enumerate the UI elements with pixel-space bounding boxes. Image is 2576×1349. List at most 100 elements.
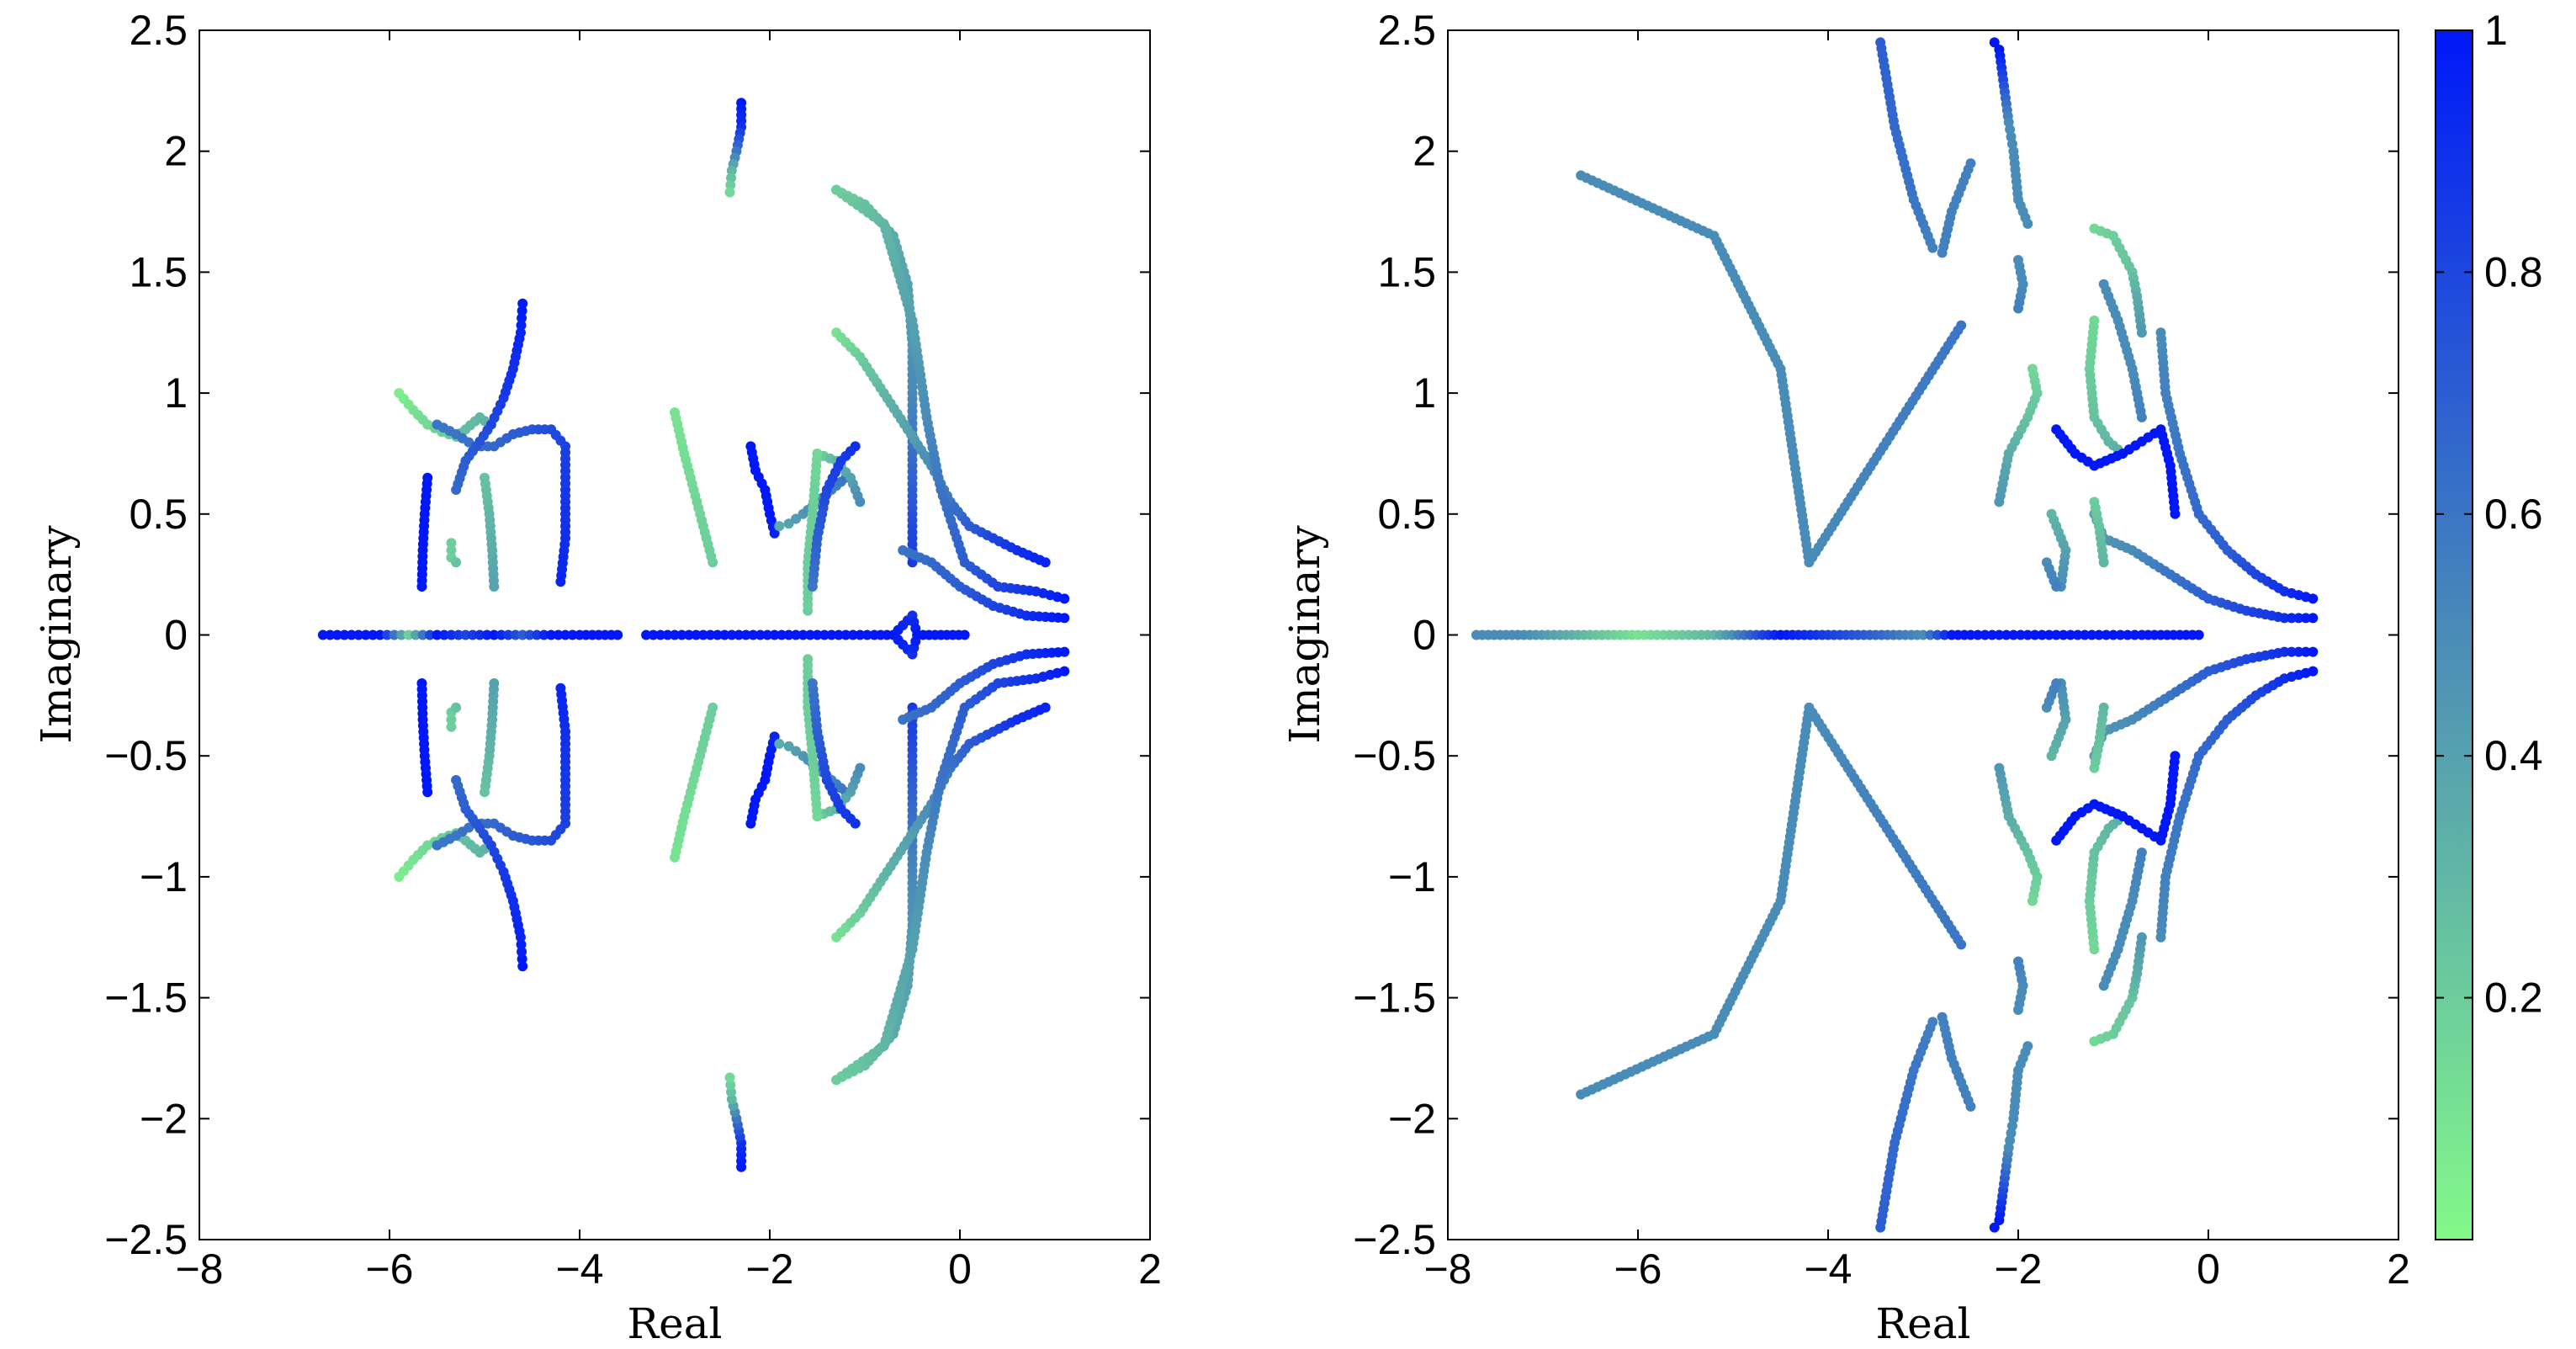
data-point bbox=[553, 629, 564, 640]
data-point bbox=[2170, 508, 2181, 519]
data-point bbox=[774, 521, 785, 532]
left-plot: −8 −6 −4 −2 0 2 2.5 2 1.5 1 0.5 0 −0.5 −1 −1.5 −2 −2.5 R… bbox=[32, 7, 1162, 1348]
data-point bbox=[2279, 613, 2290, 624]
data-point bbox=[769, 528, 780, 539]
right-plot-ticks: −8 −6 −4 −2 0 2 2.5 2 1.5 1 0.5 0 −0.5 −1 −1.5 −2 −2.5 bbox=[1353, 7, 2410, 1293]
data-point bbox=[339, 629, 350, 640]
y-tick-label: 1 bbox=[1413, 369, 1436, 417]
data-point bbox=[676, 629, 687, 640]
data-point bbox=[724, 1072, 735, 1083]
data-point bbox=[2193, 629, 2204, 640]
data-point bbox=[807, 582, 818, 592]
data-point bbox=[1918, 629, 1928, 640]
y-tick-label: −1 bbox=[140, 853, 188, 900]
x-tick-label: 2 bbox=[2387, 1245, 2410, 1293]
y-tick-label: 2 bbox=[1413, 128, 1436, 175]
data-point bbox=[2101, 629, 2112, 640]
data-point bbox=[489, 582, 500, 592]
data-point bbox=[538, 629, 549, 640]
data-point bbox=[791, 513, 802, 524]
data-point bbox=[726, 165, 737, 176]
data-point bbox=[712, 629, 723, 640]
data-point bbox=[510, 629, 521, 640]
data-point bbox=[783, 741, 794, 752]
right-plot: −8 −6 −4 −2 0 2 2.5 2 1.5 1 0.5 0 −0.5 −1 −1.5 −2 −2.5 R… bbox=[1280, 7, 2410, 1348]
data-point bbox=[524, 629, 535, 640]
data-point bbox=[1986, 629, 1997, 640]
data-point bbox=[517, 305, 527, 316]
data-point bbox=[805, 629, 816, 640]
data-point bbox=[517, 313, 527, 324]
data-point bbox=[2308, 646, 2319, 657]
data-point bbox=[662, 629, 673, 640]
data-point bbox=[833, 629, 844, 640]
y-tick-label: −2 bbox=[140, 1095, 188, 1142]
data-point bbox=[1980, 629, 1990, 640]
data-point bbox=[2051, 677, 2062, 688]
data-point bbox=[648, 629, 659, 640]
data-point bbox=[769, 629, 780, 640]
right-x-axis-label: Real bbox=[1875, 1299, 1970, 1348]
data-point bbox=[783, 518, 794, 529]
data-point bbox=[2286, 646, 2297, 657]
data-point bbox=[389, 629, 400, 640]
left-plot-points bbox=[317, 98, 1070, 1172]
y-tick-label: −2.5 bbox=[104, 1216, 188, 1263]
data-point bbox=[826, 629, 837, 640]
y-tick-label: −1.5 bbox=[1353, 975, 1436, 1022]
data-point bbox=[1989, 37, 2000, 48]
data-point bbox=[2300, 613, 2311, 624]
data-point bbox=[740, 629, 751, 640]
data-point bbox=[2115, 629, 2126, 640]
data-point bbox=[1939, 629, 1950, 640]
data-point bbox=[1956, 320, 1967, 331]
data-point bbox=[382, 629, 393, 640]
data-point bbox=[516, 939, 527, 950]
data-point bbox=[555, 682, 566, 693]
data-point bbox=[734, 629, 745, 640]
data-point bbox=[2136, 327, 2147, 338]
data-point bbox=[1927, 242, 1938, 253]
y-tick-label: 1 bbox=[164, 369, 188, 417]
colorbar-tick-label: 0.6 bbox=[2484, 491, 2543, 538]
data-point bbox=[840, 629, 851, 640]
data-point bbox=[451, 774, 462, 785]
data-point bbox=[847, 629, 858, 640]
data-point bbox=[1040, 702, 1051, 713]
data-point bbox=[655, 629, 666, 640]
data-point bbox=[774, 738, 785, 749]
colorbar-tick-label: 0.8 bbox=[2484, 248, 2543, 295]
colorbar-tick-label: 0.2 bbox=[2484, 975, 2543, 1022]
data-point bbox=[726, 173, 737, 183]
data-point bbox=[855, 762, 866, 773]
y-tick-label: 0.5 bbox=[1377, 491, 1436, 538]
data-point bbox=[803, 654, 814, 665]
data-point bbox=[396, 629, 407, 640]
data-point bbox=[516, 320, 527, 331]
data-point bbox=[697, 629, 708, 640]
data-point bbox=[474, 629, 485, 640]
data-point bbox=[2051, 582, 2062, 592]
data-point bbox=[798, 629, 808, 640]
data-point bbox=[517, 298, 528, 309]
data-point bbox=[2170, 751, 2181, 762]
data-point bbox=[812, 629, 823, 640]
data-point bbox=[1925, 629, 1936, 640]
data-point bbox=[560, 629, 571, 640]
data-point bbox=[725, 1080, 736, 1091]
data-point bbox=[1994, 497, 2005, 507]
data-point bbox=[769, 731, 780, 742]
data-point bbox=[2013, 303, 2023, 314]
data-point bbox=[411, 629, 421, 640]
data-point bbox=[2136, 932, 2147, 943]
colorbar-ticks: 0.2 0.4 0.6 0.8 1 bbox=[2436, 7, 2543, 1022]
y-tick-label: 0 bbox=[1413, 612, 1436, 659]
data-point bbox=[517, 961, 528, 972]
data-point bbox=[1059, 666, 1070, 677]
data-point bbox=[325, 629, 336, 640]
data-point bbox=[2308, 613, 2319, 624]
data-point bbox=[1956, 939, 1967, 950]
data-point bbox=[1040, 557, 1051, 568]
y-tick-label: −2.5 bbox=[1353, 1216, 1436, 1263]
